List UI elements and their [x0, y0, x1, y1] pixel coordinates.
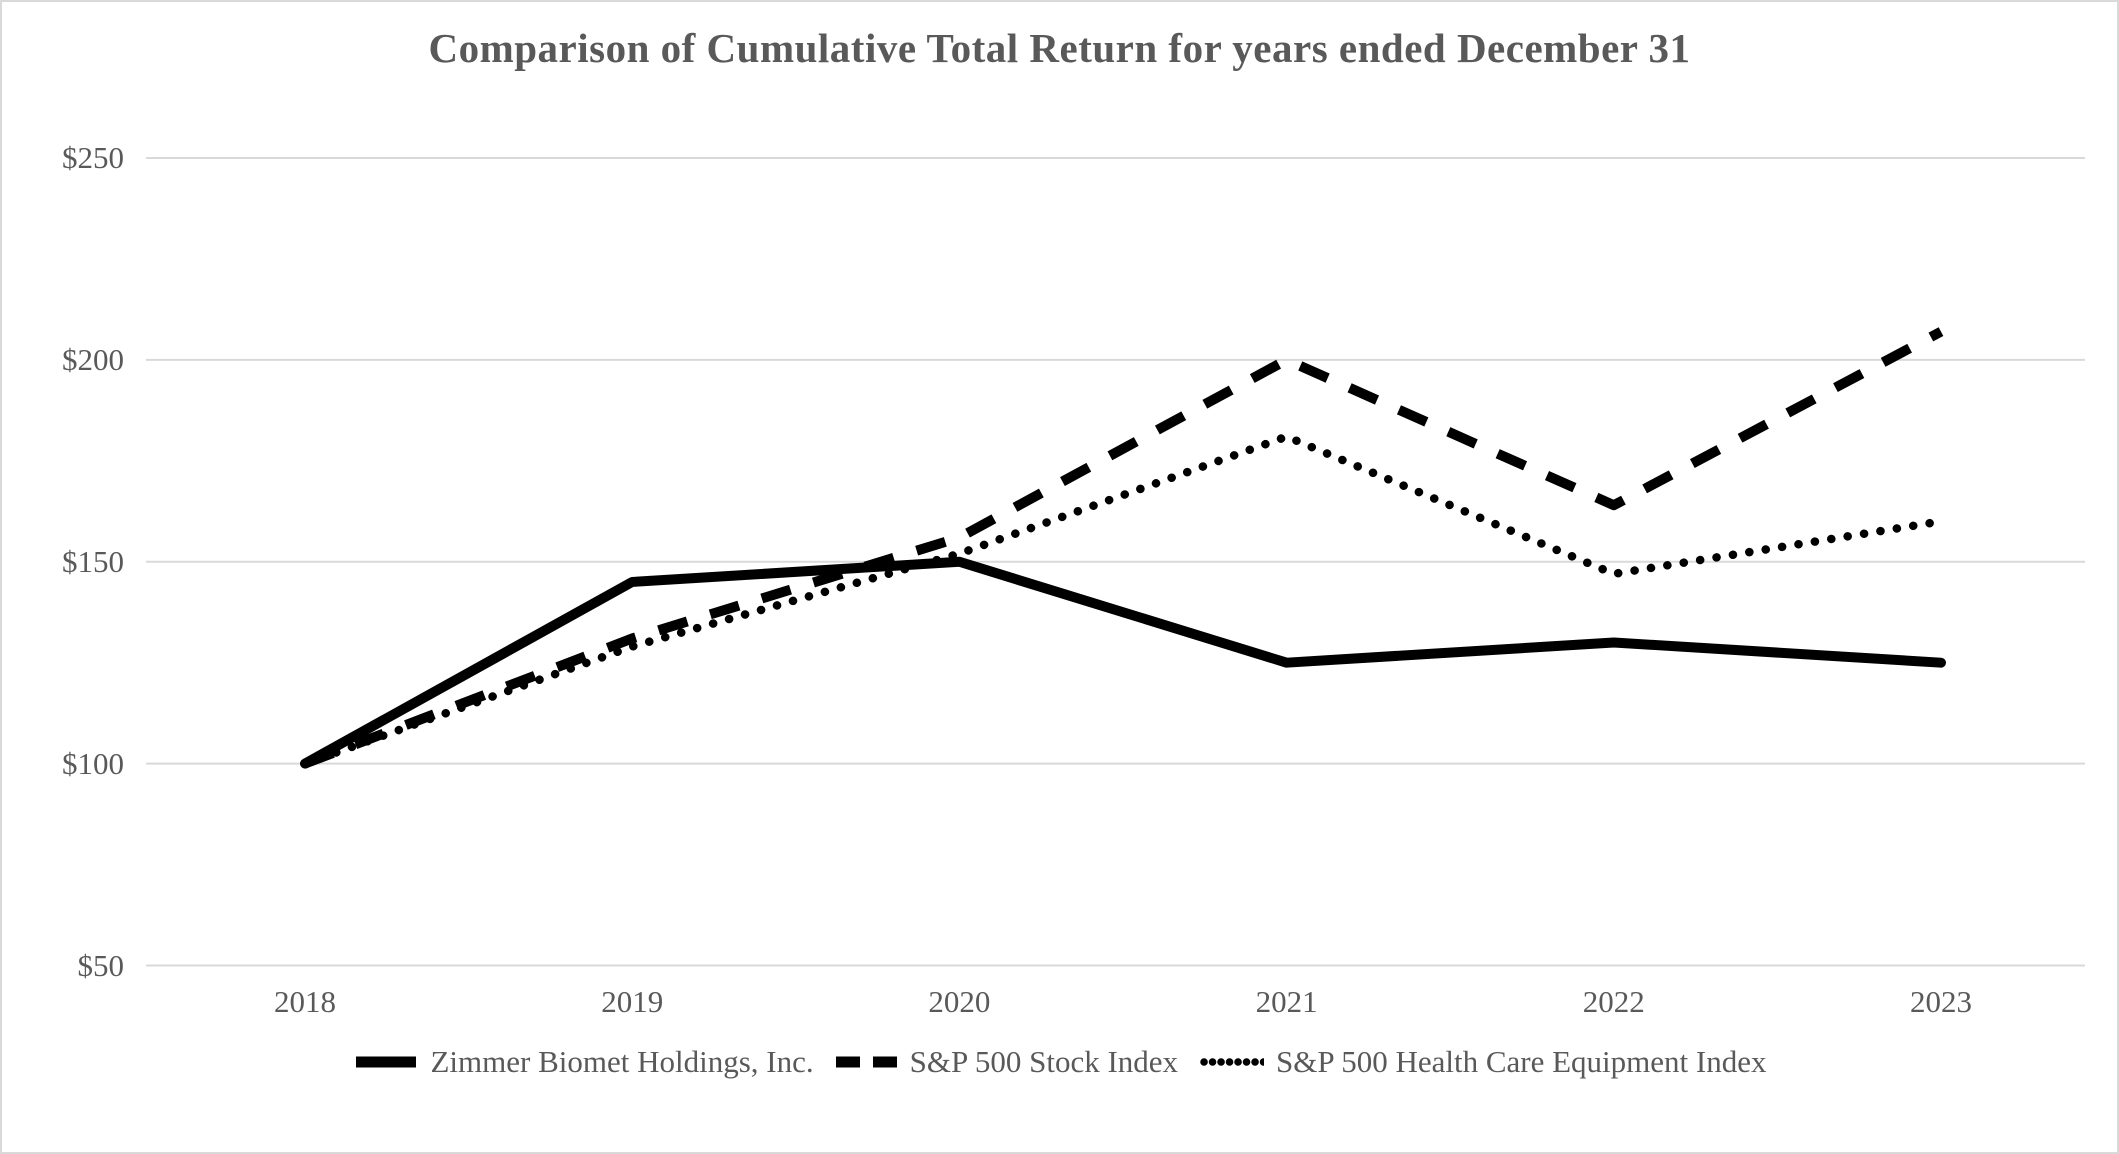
- legend-item-sp500: S&P 500 Stock Index: [835, 1044, 1179, 1080]
- x-tick-label: 2020: [928, 984, 991, 1019]
- x-tick-label: 2018: [274, 984, 336, 1019]
- series-line-solid: [300, 556, 1946, 769]
- solid-line-swatch-icon: [355, 1056, 416, 1068]
- y-tick-label: $150: [62, 543, 124, 579]
- y-tick-label: $50: [77, 947, 125, 983]
- x-tick-label: 2022: [1582, 984, 1645, 1019]
- legend-item-sp500-healthcare: S&P 500 Health Care Equipment Index: [1200, 1044, 1767, 1080]
- y-tick-label: $200: [62, 341, 124, 377]
- legend-item-zimmer: Zimmer Biomet Holdings, Inc.: [353, 1044, 814, 1080]
- y-tick-label: $250: [62, 140, 124, 175]
- legend-label: Zimmer Biomet Holdings, Inc.: [430, 1044, 814, 1079]
- legend-label: S&P 500 Health Care Equipment Index: [1276, 1044, 1767, 1079]
- chart-title: Comparison of Cumulative Total Return fo…: [428, 25, 1691, 71]
- x-tick-label: 2023: [1910, 984, 1972, 1019]
- series-line-dashed: [303, 327, 1944, 769]
- chart-legend: Zimmer Biomet Holdings, Inc. S&P 500 Sto…: [2, 1044, 2117, 1080]
- series-line-dotted: [300, 432, 1946, 768]
- x-tick-label: 2019: [601, 984, 664, 1019]
- dotted-line-swatch-icon: [1200, 1058, 1265, 1066]
- legend-label: S&P 500 Stock Index: [909, 1044, 1179, 1079]
- x-tick-label: 2021: [1255, 984, 1318, 1019]
- y-tick-label: $100: [62, 745, 124, 781]
- dashed-line-swatch-icon: [835, 1056, 898, 1068]
